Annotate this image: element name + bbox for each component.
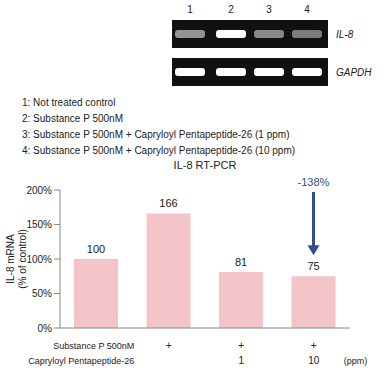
svg-text:+: +	[311, 340, 317, 351]
svg-text:2: 2	[228, 4, 234, 15]
svg-text:Substance P 500nM: Substance P 500nM	[53, 341, 134, 351]
svg-text:+: +	[238, 340, 244, 351]
svg-text:0%: 0%	[38, 323, 53, 334]
svg-text:1: 1	[238, 355, 244, 366]
html-text:1: Not treated control: 1: Not treated control	[22, 97, 116, 108]
svg-text:IL-8: IL-8	[336, 29, 354, 40]
svg-text:100%: 100%	[26, 254, 52, 265]
svg-text:166: 166	[159, 197, 177, 209]
html-text:4: Substance P 500nM + Caprylo: 4: Substance P 500nM + Capryloyl Pentape…	[22, 145, 295, 156]
svg-text:3: 3	[266, 4, 272, 15]
svg-text:100: 100	[87, 243, 105, 255]
svg-text:GAPDH: GAPDH	[336, 67, 372, 78]
svg-text:50%: 50%	[32, 288, 52, 299]
svg-text:(ppm): (ppm)	[344, 356, 368, 366]
svg-text:10: 10	[308, 355, 320, 366]
svg-text:Capryloyl Pentapeptide-26: Capryloyl Pentapeptide-26	[28, 356, 134, 366]
svg-text:150%: 150%	[26, 219, 52, 230]
svg-text:1: 1	[187, 4, 193, 15]
svg-text:-138%: -138%	[298, 176, 330, 188]
svg-text:IL-8 mRNA(% of control): IL-8 mRNA(% of control)	[5, 229, 28, 288]
svg-text:4: 4	[304, 4, 310, 15]
html-text:IL-8 RT-PCR: IL-8 RT-PCR	[173, 159, 237, 171]
svg-text:+: +	[166, 340, 172, 351]
svg-text:81: 81	[235, 256, 247, 268]
svg-text:75: 75	[307, 260, 319, 272]
html-text:2: Substance P 500nM: 2: Substance P 500nM	[22, 113, 123, 124]
html-text:3: Substance P 500nM + Caprylo: 3: Substance P 500nM + Capryloyl Pentape…	[22, 129, 290, 140]
svg-text:200%: 200%	[26, 185, 52, 196]
